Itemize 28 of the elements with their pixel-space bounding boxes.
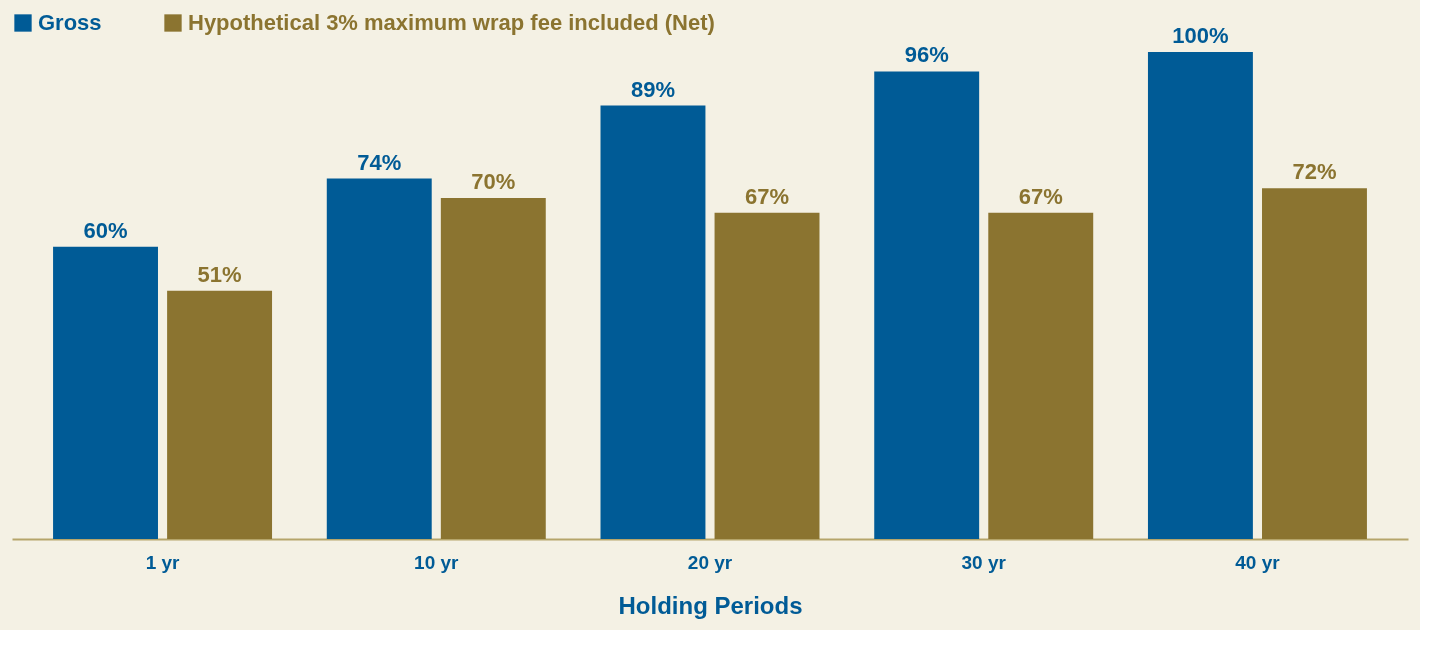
x-tick-label: 30 yr <box>961 551 1007 573</box>
legend-label: Hypothetical 3% maximum wrap fee included (Net) <box>188 10 715 35</box>
data-label: 89% <box>630 76 675 102</box>
bar <box>600 105 706 539</box>
bar <box>167 290 273 539</box>
bar <box>326 178 432 539</box>
bar <box>1262 188 1367 539</box>
bar <box>874 71 980 539</box>
data-label: 67% <box>1018 183 1063 209</box>
x-tick-label: 1 yr <box>145 551 181 573</box>
data-label: 72% <box>1292 159 1337 185</box>
data-label: 74% <box>357 149 402 175</box>
bar <box>714 212 820 539</box>
bar <box>1147 52 1253 539</box>
bar <box>440 198 546 539</box>
data-label: 70% <box>471 169 516 195</box>
data-label: 100% <box>1172 23 1229 48</box>
x-tick-label: 40 yr <box>1235 551 1281 573</box>
bar <box>988 212 1094 539</box>
data-label: 67% <box>745 183 790 209</box>
data-label: 51% <box>197 261 242 287</box>
x-tick-label: 20 yr <box>687 551 733 573</box>
x-tick-label: 10 yr <box>414 551 460 573</box>
legend-label: Gross <box>38 10 102 35</box>
data-label: 96% <box>904 42 949 68</box>
bar <box>53 246 158 539</box>
data-label: 60% <box>83 217 128 243</box>
x-axis-title: Holding Periods <box>618 591 803 619</box>
